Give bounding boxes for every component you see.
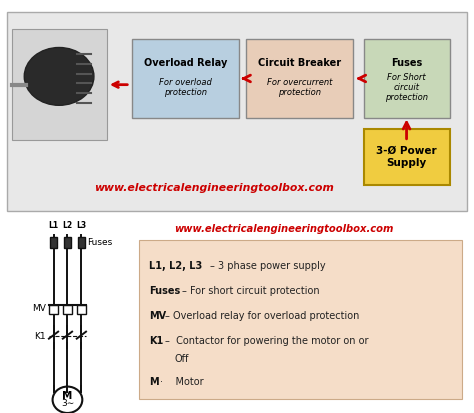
Text: MV: MV — [149, 311, 166, 321]
Bar — [12, 29, 107, 140]
Bar — [77, 305, 86, 314]
Text: Circuit Breaker: Circuit Breaker — [258, 58, 341, 68]
Text: L1: L1 — [48, 221, 59, 230]
Bar — [49, 305, 58, 314]
Bar — [78, 237, 85, 248]
Text: 3∼: 3∼ — [61, 399, 74, 408]
Text: Fuses: Fuses — [149, 286, 180, 296]
Bar — [64, 237, 71, 248]
Text: Off: Off — [174, 354, 189, 364]
Bar — [50, 237, 57, 248]
FancyBboxPatch shape — [132, 39, 239, 118]
Text: For Short
circuit
protection: For Short circuit protection — [385, 73, 428, 102]
FancyBboxPatch shape — [7, 12, 467, 211]
Text: 3-Ø Power
Supply: 3-Ø Power Supply — [376, 146, 437, 168]
Text: Overload Relay: Overload Relay — [144, 58, 228, 68]
Text: –  Contactor for powering the motor on or: – Contactor for powering the motor on or — [165, 336, 369, 346]
FancyBboxPatch shape — [139, 240, 462, 399]
Text: For overload
protection: For overload protection — [159, 78, 212, 97]
Text: L1, L2, L3: L1, L2, L3 — [149, 261, 202, 271]
Text: – 3 phase power supply: – 3 phase power supply — [210, 261, 326, 271]
Text: Fuses: Fuses — [391, 58, 422, 68]
Text: M: M — [62, 391, 73, 401]
FancyBboxPatch shape — [246, 39, 353, 118]
Text: – Overload relay for overload protection: – Overload relay for overload protection — [165, 311, 360, 321]
Text: K1: K1 — [149, 336, 163, 346]
Text: www.electricalengineeringtoolbox.com: www.electricalengineeringtoolbox.com — [94, 183, 334, 193]
Text: K1: K1 — [34, 332, 46, 341]
Text: For overcurrent
protection: For overcurrent protection — [267, 78, 332, 97]
Text: – For short circuit protection: – For short circuit protection — [182, 286, 320, 296]
Bar — [63, 305, 72, 314]
FancyBboxPatch shape — [364, 39, 449, 118]
Text: www.electricalengineeringtoolbox.com: www.electricalengineeringtoolbox.com — [174, 224, 393, 234]
Text: Fuses: Fuses — [87, 238, 113, 247]
FancyBboxPatch shape — [364, 129, 449, 185]
Text: L2: L2 — [63, 221, 73, 230]
Ellipse shape — [24, 47, 94, 105]
Text: MV: MV — [32, 304, 46, 313]
Text: L3: L3 — [76, 221, 86, 230]
Text: M: M — [149, 377, 158, 387]
Text: ·    Motor: · Motor — [160, 377, 203, 387]
